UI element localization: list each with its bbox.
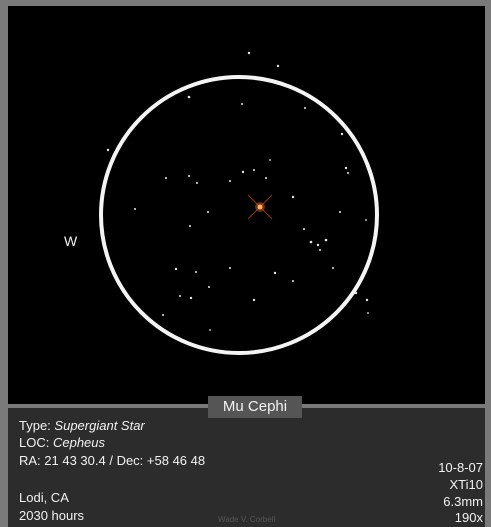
stars xyxy=(106,51,369,331)
loc-line: LOC: Cepheus xyxy=(19,435,105,450)
coordinates: RA: 21 43 30.4 / Dec: +58 46 48 xyxy=(19,453,206,468)
location: Lodi, CA xyxy=(19,490,69,505)
loc: Cepheus xyxy=(52,435,106,450)
signature: Wade V. Corbell xyxy=(218,515,276,524)
magnification: 190x xyxy=(454,510,483,525)
type: Supergiant Star xyxy=(54,418,145,433)
type-line: Type: Supergiant Star xyxy=(19,418,145,433)
title: Mu Cephi xyxy=(222,398,288,415)
date: 10-8-07 xyxy=(438,460,483,475)
mu-cephei xyxy=(247,194,273,220)
telescope: XTi10 xyxy=(449,477,483,492)
loc-label: LOC: xyxy=(19,435,50,450)
info-panel xyxy=(8,408,485,527)
time: 2030 hours xyxy=(19,508,85,523)
type-label: Type: xyxy=(19,418,51,433)
title-tab xyxy=(208,396,302,418)
direction-label: W xyxy=(64,233,78,249)
eyepiece-circle xyxy=(99,75,379,355)
field xyxy=(8,6,485,404)
eyepiece: 6.3mm xyxy=(443,494,483,509)
